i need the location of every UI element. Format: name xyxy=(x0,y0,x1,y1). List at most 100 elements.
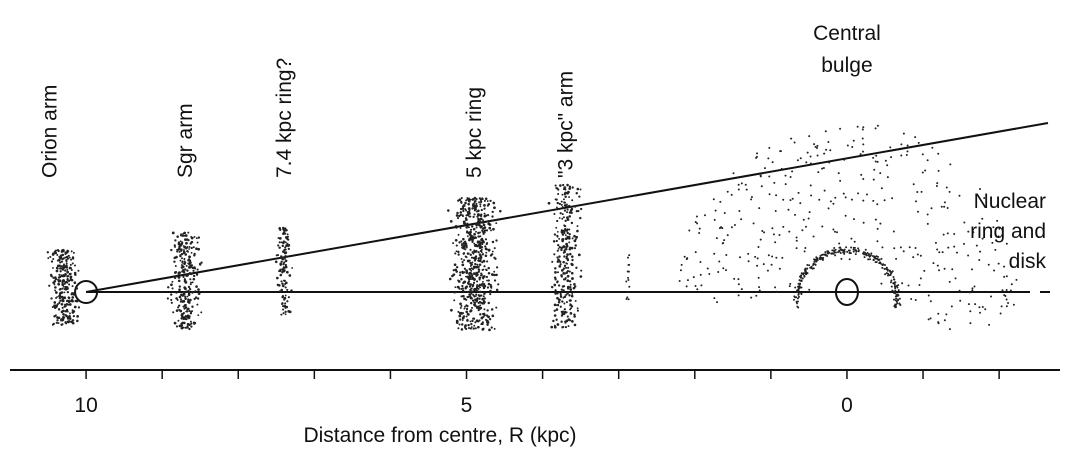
star-dot xyxy=(968,291,971,294)
star-dot xyxy=(482,315,485,318)
star-dot xyxy=(760,185,763,188)
star-dot xyxy=(466,282,470,285)
star-dot xyxy=(843,248,846,251)
star-dot xyxy=(478,201,481,204)
star-dot xyxy=(192,269,195,272)
star-dot xyxy=(194,267,197,270)
star-dot xyxy=(790,137,793,140)
star-dot xyxy=(61,298,65,301)
star-dot xyxy=(803,275,806,278)
star-dot xyxy=(64,303,67,306)
star-dot xyxy=(74,299,77,303)
star-dot xyxy=(809,184,812,187)
star-dot xyxy=(195,237,198,240)
bulge-label: bulge xyxy=(821,54,872,77)
star-dot xyxy=(59,261,62,264)
star-dot xyxy=(759,174,762,177)
star-dot xyxy=(465,269,468,272)
star-dot xyxy=(474,327,477,330)
star-dot xyxy=(557,300,561,304)
star-dot xyxy=(852,246,855,249)
star-dot xyxy=(482,280,484,283)
star-dot xyxy=(562,260,565,264)
star-dot xyxy=(832,252,835,255)
star-dot xyxy=(59,270,62,273)
star-dot xyxy=(471,319,474,323)
star-dot xyxy=(927,318,930,321)
star-dot xyxy=(920,190,923,193)
star-dot xyxy=(457,250,460,254)
star-dot xyxy=(872,156,875,159)
star-dot xyxy=(452,242,455,245)
star-dot xyxy=(193,322,196,325)
star-dot xyxy=(483,226,487,229)
star-dot xyxy=(555,239,558,243)
star-dot xyxy=(279,262,282,266)
star-dot xyxy=(570,304,573,307)
star-dot xyxy=(565,244,569,248)
star-dot xyxy=(565,293,568,296)
star-dot xyxy=(462,252,465,255)
star-dot xyxy=(491,273,494,277)
star-dot xyxy=(196,303,199,306)
star-dot xyxy=(457,327,460,330)
star-dot xyxy=(862,143,865,146)
star-dot xyxy=(484,197,488,201)
star-dot xyxy=(950,305,953,308)
star-dot xyxy=(484,238,488,241)
star-dot xyxy=(453,299,456,302)
star-dot xyxy=(732,172,735,175)
star-dot xyxy=(883,199,886,202)
star-dot xyxy=(479,301,482,304)
star-dot xyxy=(563,192,567,195)
star-dot xyxy=(471,251,474,254)
star-dot xyxy=(70,278,74,282)
star-dot xyxy=(475,202,478,205)
feature-cloud xyxy=(166,231,203,331)
star-dot xyxy=(974,303,977,306)
star-dot xyxy=(61,323,64,326)
star-dot xyxy=(768,175,771,178)
star-dot xyxy=(559,293,562,297)
star-dot xyxy=(1003,265,1006,268)
star-dot xyxy=(275,276,279,280)
star-dot xyxy=(564,229,566,232)
star-dot xyxy=(472,317,476,320)
star-dot xyxy=(1001,289,1004,292)
star-dot xyxy=(59,267,62,270)
star-dot xyxy=(171,287,174,290)
star-dot xyxy=(967,303,970,306)
star-dot xyxy=(465,246,468,249)
star-dot xyxy=(568,270,571,273)
star-dot xyxy=(862,178,865,181)
star-dot xyxy=(66,270,70,274)
star-dot xyxy=(475,271,478,274)
star-dot xyxy=(847,249,850,252)
star-dot xyxy=(184,262,187,264)
star-dot xyxy=(625,280,628,283)
star-dot xyxy=(833,230,836,233)
star-dot xyxy=(488,226,492,230)
star-dot xyxy=(573,205,577,208)
star-dot xyxy=(195,285,198,288)
nuclear-disk xyxy=(834,278,859,306)
star-dot xyxy=(467,226,470,229)
star-dot xyxy=(461,260,464,264)
star-dot xyxy=(481,321,484,324)
star-dot xyxy=(569,312,573,315)
star-dot xyxy=(627,263,630,266)
star-dot xyxy=(469,215,472,218)
star-dot xyxy=(481,297,484,300)
star-dot xyxy=(869,258,872,261)
star-dot xyxy=(54,277,58,281)
star-dot xyxy=(893,278,896,281)
star-dot xyxy=(179,259,182,262)
star-dot xyxy=(276,283,280,287)
star-dot xyxy=(184,245,187,248)
star-dot xyxy=(562,188,565,191)
star-dot xyxy=(177,279,181,283)
star-dot xyxy=(459,271,462,274)
star-dot xyxy=(754,255,757,258)
star-dot xyxy=(492,201,496,205)
star-dot xyxy=(862,150,865,153)
